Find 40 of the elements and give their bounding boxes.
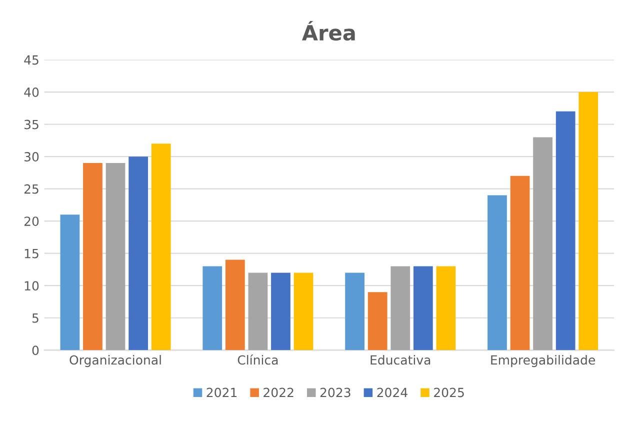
bar [83, 163, 102, 350]
bar [390, 266, 410, 350]
y-tick-label: 35 [24, 120, 38, 130]
bar [556, 111, 576, 350]
y-tick-label: 20 [24, 216, 39, 226]
legend-label: 2023 [320, 388, 350, 398]
bar [128, 156, 148, 350]
bar [294, 272, 314, 350]
bar [533, 137, 552, 350]
legend-label: 2022 [264, 388, 294, 398]
x-tick-label: Organizacional [70, 355, 161, 368]
bar [488, 195, 507, 350]
x-tick-label: Clínica [238, 354, 278, 365]
x-tick-label: Empregabilidade [491, 355, 595, 368]
y-tick-label: 25 [24, 184, 38, 194]
bar [60, 214, 80, 350]
bar [368, 292, 388, 350]
y-tick-label: 15 [24, 248, 38, 258]
y-tick-label: 40 [24, 88, 39, 97]
legend-label: 2025 [434, 388, 464, 398]
bar [578, 92, 598, 350]
bar [271, 272, 290, 350]
bar [106, 163, 126, 350]
bar [202, 266, 222, 350]
legend-label: 2021 [206, 388, 237, 398]
x-tick-label: Educativa [370, 355, 430, 365]
bar [413, 266, 433, 350]
bar [225, 260, 245, 350]
y-tick-label: 45 [24, 55, 38, 65]
y-tick-label: 0 [32, 346, 39, 356]
bar [436, 266, 456, 350]
bar [248, 272, 268, 350]
y-tick-label: 10 [24, 281, 39, 291]
bar [151, 144, 171, 350]
y-tick-label: 5 [32, 314, 38, 323]
chart-title: Área [302, 21, 355, 41]
bar [510, 176, 530, 350]
legend-label: 2024 [377, 388, 408, 398]
y-tick-label: 30 [24, 152, 39, 162]
bar [345, 272, 364, 350]
